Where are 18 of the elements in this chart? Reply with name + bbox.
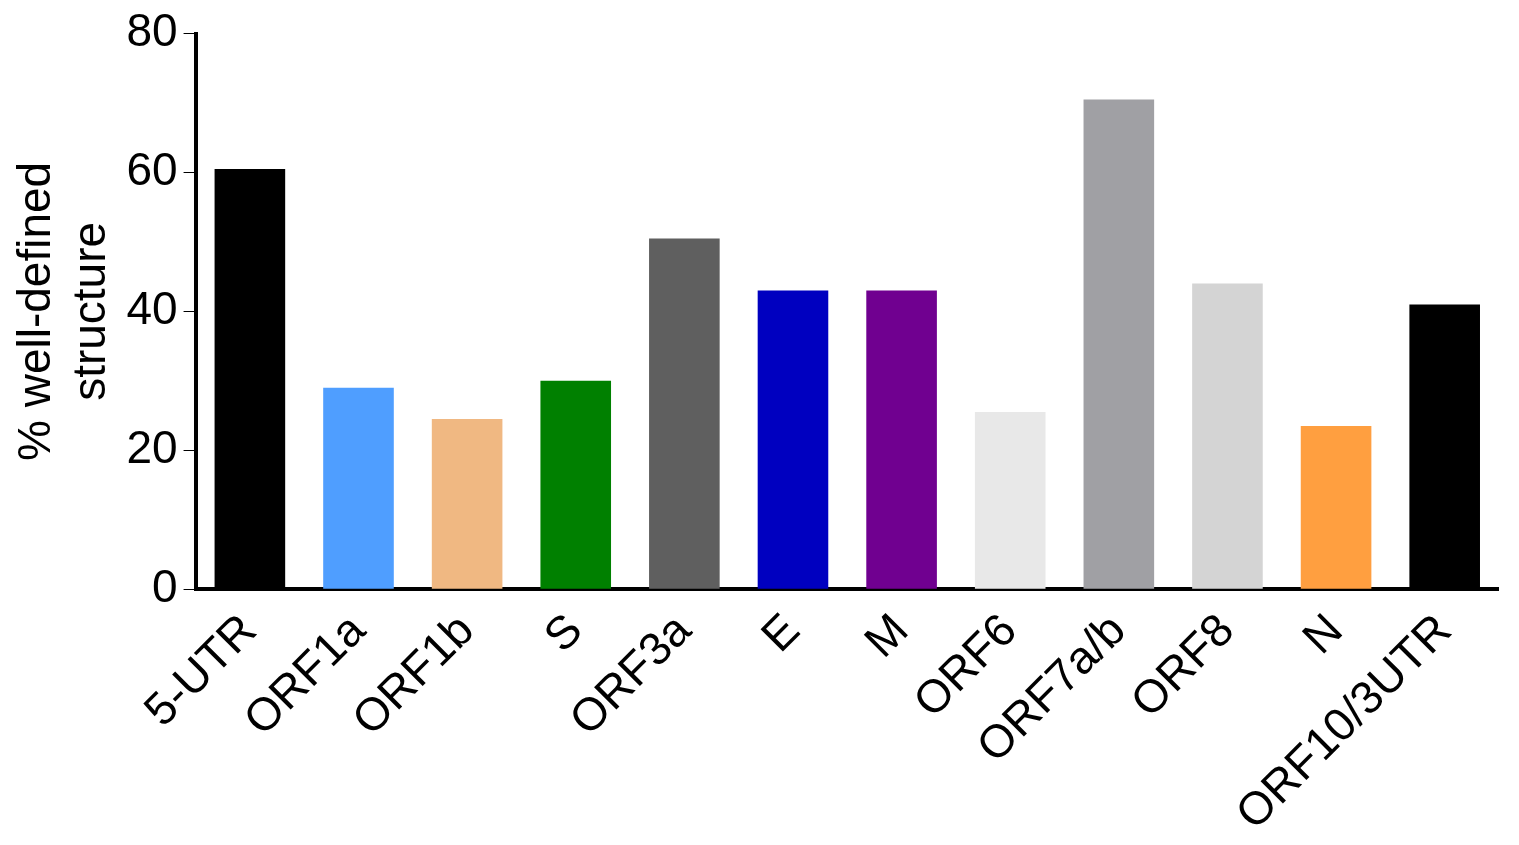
- bar: [866, 290, 937, 589]
- y-tick-label: 20: [126, 420, 178, 473]
- x-tick-label: E: [750, 602, 810, 662]
- bar: [431, 419, 503, 589]
- y-tick-label: 0: [151, 559, 178, 612]
- bar: [974, 412, 1046, 589]
- bar: [757, 290, 829, 589]
- x-tick-label: M: [853, 602, 918, 667]
- bar: [323, 387, 394, 589]
- y-axis-title: % well-defined structure: [8, 161, 116, 461]
- bar: [1300, 425, 1372, 589]
- y-tick-label: 40: [126, 282, 178, 335]
- bar: [1083, 99, 1155, 589]
- y-tick-label: 60: [126, 143, 178, 196]
- bar: [649, 238, 720, 589]
- bar: [1192, 283, 1263, 589]
- bar: [540, 380, 612, 589]
- y-tick-label: 80: [126, 4, 178, 57]
